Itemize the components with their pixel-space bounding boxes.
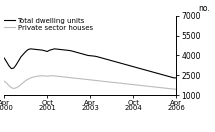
Total dwelling units <box>161 74 163 75</box>
Total dwelling units <box>173 77 175 79</box>
Private sector houses <box>41 75 44 77</box>
Total dwelling units <box>175 77 178 79</box>
Legend: Total dwelling units, Private sector houses: Total dwelling units, Private sector hou… <box>4 18 93 31</box>
Total dwelling units <box>3 57 6 59</box>
Private sector houses <box>3 80 6 82</box>
Private sector houses <box>161 87 163 89</box>
Total dwelling units <box>63 49 65 51</box>
Text: no.: no. <box>199 4 210 13</box>
Private sector houses <box>149 86 151 87</box>
Private sector houses <box>175 88 178 90</box>
Total dwelling units <box>91 55 94 57</box>
Line: Private sector houses: Private sector houses <box>4 76 176 89</box>
Total dwelling units <box>154 72 156 73</box>
Private sector houses <box>173 88 175 90</box>
Private sector houses <box>91 79 94 81</box>
Total dwelling units <box>149 70 151 72</box>
Line: Total dwelling units: Total dwelling units <box>4 49 176 78</box>
Private sector houses <box>63 76 65 78</box>
Private sector houses <box>154 86 156 88</box>
Total dwelling units <box>44 50 46 52</box>
Total dwelling units <box>29 48 32 50</box>
Private sector houses <box>44 75 46 77</box>
